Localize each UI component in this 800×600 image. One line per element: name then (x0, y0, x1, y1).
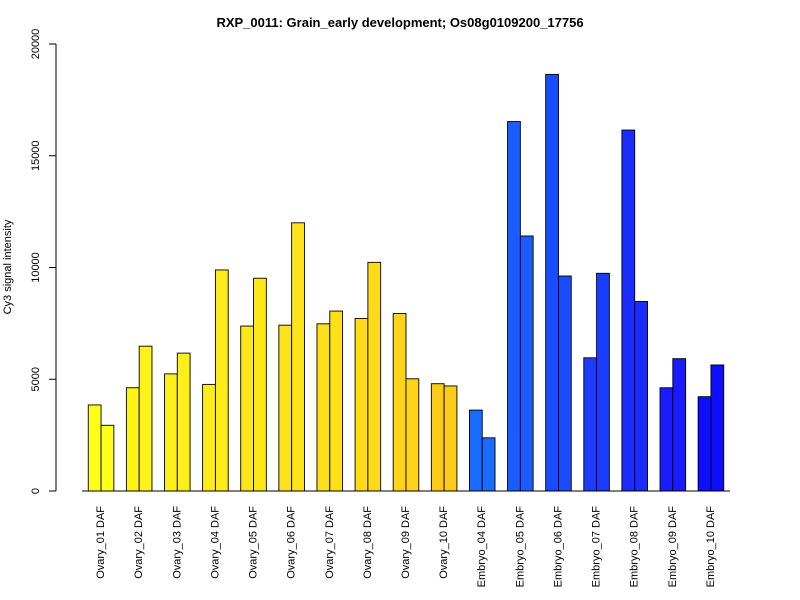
y-tick-label: 10000 (30, 252, 42, 283)
bar (481, 437, 496, 492)
x-tick-label: Ovary_10 DAF (438, 506, 450, 579)
bar (214, 269, 229, 492)
bar (659, 387, 674, 492)
x-tick-label: Ovary_01 DAF (95, 506, 107, 579)
bar (240, 325, 254, 492)
bar (430, 383, 445, 492)
x-tick-label: Embryo_04 DAF (476, 506, 488, 588)
x-tick-label: Ovary_04 DAF (209, 506, 221, 579)
bar (507, 121, 521, 492)
y-tick-label: 20000 (30, 29, 42, 60)
bar (519, 235, 534, 492)
bar (443, 385, 458, 492)
bar (278, 324, 293, 492)
x-tick-label: Ovary_07 DAF (324, 506, 336, 579)
x-tick-label: Ovary_02 DAF (133, 506, 145, 579)
bar (176, 352, 191, 492)
y-tick-label: 15000 (30, 140, 42, 171)
y-tick-label: 0 (30, 488, 42, 494)
x-tick-label: Embryo_07 DAF (591, 506, 603, 588)
bar (253, 277, 267, 492)
bar (354, 318, 369, 492)
bar (710, 364, 725, 492)
bar (583, 357, 598, 492)
bar (596, 272, 610, 492)
bar (164, 373, 178, 492)
bar (367, 261, 382, 492)
bar (634, 301, 648, 492)
x-tick-label: Embryo_09 DAF (667, 506, 679, 588)
bar (125, 387, 140, 492)
bar (672, 358, 687, 492)
x-tick-label: Ovary_09 DAF (400, 506, 412, 579)
bar (87, 404, 102, 492)
x-tick-label: Embryo_05 DAF (514, 506, 526, 588)
bar (621, 129, 636, 492)
x-axis: Ovary_01 DAF Ovary_02 DAF Ovary_03 DAF Ovar… (82, 490, 730, 588)
bar (138, 345, 153, 492)
bar (202, 383, 216, 492)
x-tick-label: Embryo_10 DAF (705, 506, 717, 588)
chart-title: RXP_0011: Grain_early development; Os08g… (216, 15, 583, 30)
bar (468, 409, 483, 492)
bar (100, 424, 115, 492)
bar (697, 396, 712, 492)
x-tick-label: Embryo_08 DAF (629, 506, 641, 588)
x-tick-label: Ovary_06 DAF (286, 506, 298, 579)
x-tick-label: Ovary_05 DAF (248, 506, 260, 579)
bar (545, 73, 559, 492)
y-tick-label: 5000 (30, 367, 42, 391)
y-axis: 0 5000 10000 15000 20000 (30, 29, 57, 494)
bars (87, 73, 725, 492)
bar (291, 222, 305, 492)
bar (392, 313, 407, 492)
bar (558, 275, 572, 492)
bar (316, 323, 331, 492)
y-axis-label: Cy3 signal intensity (2, 219, 14, 314)
x-tick-label: Embryo_06 DAF (552, 506, 564, 588)
bar (405, 378, 420, 492)
x-tick-label: Ovary_08 DAF (362, 506, 374, 579)
bar (329, 310, 344, 492)
x-tick-label: Ovary_03 DAF (171, 506, 183, 579)
